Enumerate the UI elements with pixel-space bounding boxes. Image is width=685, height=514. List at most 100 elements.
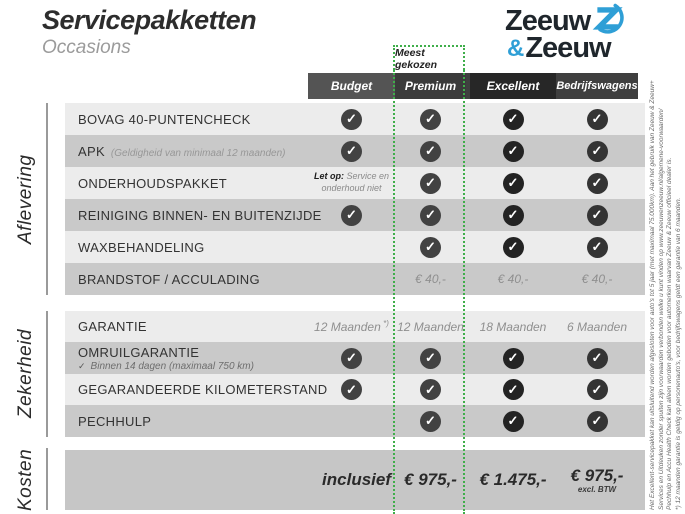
cell-budget: ✓ [308,342,395,374]
check-icon: ✓ [341,140,362,162]
cell-budget: Let op: Service en onderhoud niet [308,167,395,199]
logo-line-1: Zeeuw [505,2,650,37]
check-icon: ✓ [502,379,524,400]
duration-value: 12 Maanden [397,319,464,334]
table-row-reiniging: REINIGING BINNEN- EN BUITENZIJDE ✓ ✓ ✓ ✓ [65,199,645,231]
logo-z-swoosh-icon [592,2,626,37]
cell-premium: ✓ [395,103,466,135]
group-label-kosten: Kosten [15,448,36,512]
check-icon: ✓ [502,410,524,432]
table-row-omruilgarantie: OMRUILGARANTIE ✓ Binnen 14 dagen (maxima… [65,342,645,374]
group-line-aflevering [46,103,48,295]
row-label: GEGARANDEERDE KILOMETERSTAND [78,382,328,397]
check-icon: ✓ [341,108,362,130]
logo-line-2: & Zeeuw [505,32,650,65]
footnote-marker: *) [383,319,389,328]
column-header-excellent: Excellent [470,73,556,99]
price-value: € 40,- [581,272,613,286]
check-icon: ✓ [586,140,608,162]
row-label: WAXBEHANDELING [78,239,205,255]
fine-print-line: Pechhulp en Accu Health Check kan alleen… [666,157,674,510]
cell-excellent: ✓ [470,374,556,405]
row-label: GARANTIE [78,319,147,334]
page-title: Servicepakketten [42,5,257,35]
cell-premium: ✓ [395,167,466,199]
price-value: € 40,- [497,272,529,286]
cost-value: € 975,- [404,470,457,489]
check-icon: ✓ [420,236,441,258]
fine-print-line: Services en Uitdeuken zonder spuiten zij… [657,108,665,510]
check-icon: ✓ [420,172,441,194]
check-icon: ✓ [420,410,441,432]
check-icon: ✓ [502,140,524,162]
table-row-waxbehandeling: WAXBEHANDELING ✓ ✓ ✓ [65,231,645,263]
cell-excellent: € 1.475,- [470,450,556,510]
check-icon: ✓ [341,379,362,400]
cell-budget: inclusief [308,450,395,510]
title-block: Servicepakketten Occasions [42,5,257,59]
table-header: Budget Premium Excellent Bedrijfswagens [308,73,638,99]
cell-excellent: ✓ [470,199,556,231]
group-label-aflevering: Aflevering [15,154,36,244]
table-row-garantie: GARANTIE 12 Maanden *) 12 Maanden 18 Maa… [65,311,645,342]
duration-value: 6 Maanden [566,319,628,334]
logo-word-2: Zeeuw [525,32,611,65]
row-label: OMRUILGARANTIE [78,344,200,360]
cell-bedrijfswagens: ✓ [556,103,638,135]
row-label: BRANDSTOF / ACCULADING [78,271,260,287]
cell-excellent: 18 Maanden [470,311,556,342]
most-chosen-badge: Meest gekozen [393,45,465,71]
duration-value: 12 Maanden *) [314,319,389,334]
cell-premium: ✓ [395,342,466,374]
fine-print: Het Excellent-servicepakket kan uitsluit… [649,60,683,510]
check-icon: ✓ [502,347,524,369]
table-row-kosten: inclusief € 975,- € 1.475,- € 975,- excl… [65,450,645,510]
cell-bedrijfswagens: € 40,- [556,263,638,295]
fine-print-line: *) 12 maanden garantie is geldig op pers… [674,197,682,510]
check-icon: ✓ [586,236,608,258]
cell-bedrijfswagens: ✓ [556,167,638,199]
cell-budget: 12 Maanden *) [308,311,395,342]
cost-value-stack: € 975,- excl. BTW [571,467,624,494]
check-icon: ✓ [502,108,524,130]
small-check-icon: ✓ [78,360,86,371]
table-row-kilometerstand: GEGARANDEERDE KILOMETERSTAND ✓ ✓ ✓ ✓ [65,374,645,405]
page-subtitle: Occasions [42,37,131,58]
fine-print-line: Het Excellent-servicepakket kan uitsluit… [649,80,656,510]
check-icon: ✓ [502,204,524,226]
cell-bedrijfswagens: ✓ [556,374,638,405]
table-row-pechhulp: PECHHULP ✓ ✓ ✓ [65,405,645,437]
cell-excellent: ✓ [470,342,556,374]
group-line-kosten [46,448,48,510]
price-value: € 40,- [415,272,446,286]
cell-budget: ✓ [308,135,395,167]
column-header-premium: Premium [395,73,466,99]
check-icon: ✓ [502,172,524,194]
check-icon: ✓ [420,108,441,130]
cell-bedrijfswagens: ✓ [556,342,638,374]
logo-ampersand: & [507,34,525,62]
check-icon: ✓ [420,140,441,162]
check-icon: ✓ [586,379,608,400]
table-row-onderhoudspakket: ONDERHOUDSPAKKET Let op: Service en onde… [65,167,645,199]
duration-value: 18 Maanden [479,319,547,334]
cost-value: € 975,- [570,465,624,485]
row-label: REINIGING BINNEN- EN BUITENZIJDE [78,207,322,223]
check-icon: ✓ [341,347,362,369]
cell-premium: ✓ [395,135,466,167]
check-icon: ✓ [586,108,608,130]
group-label-zekerheid: Zekerheid [15,329,36,419]
cell-premium: € 975,- [395,450,466,510]
check-icon: ✓ [586,172,608,194]
check-icon: ✓ [586,204,608,226]
cell-bedrijfswagens: € 975,- excl. BTW [556,450,638,510]
zeeuw-zeeuw-logo: Zeeuw & Zeeuw [505,2,650,65]
check-icon: ✓ [420,379,441,400]
cell-premium: ✓ [395,405,466,437]
cell-bedrijfswagens: ✓ [556,231,638,263]
table-row-bovag: BOVAG 40-PUNTENCHECK ✓ ✓ ✓ ✓ [65,103,645,135]
check-icon: ✓ [502,236,524,258]
row-label: BOVAG 40-PUNTENCHECK [78,111,251,127]
cell-budget: ✓ [308,199,395,231]
